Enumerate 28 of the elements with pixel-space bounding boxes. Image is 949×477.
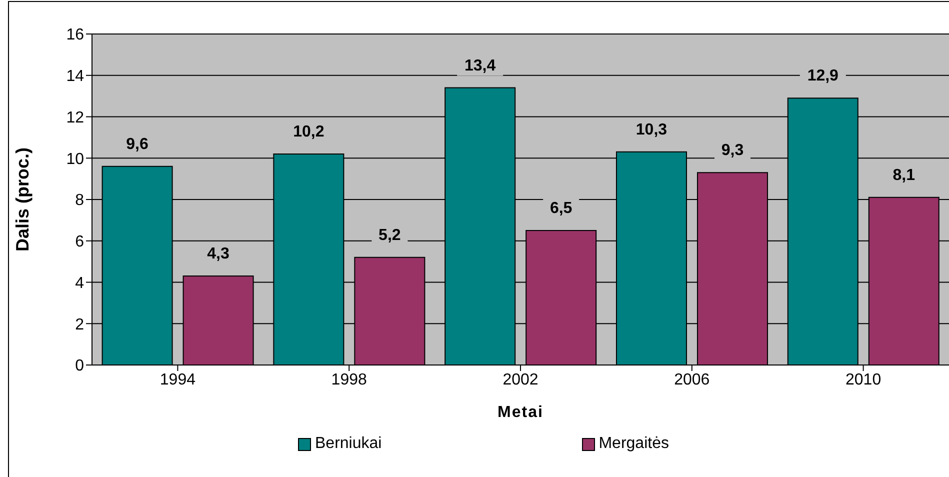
x-tick-label: 1998: [331, 371, 367, 388]
y-axis-title: Dalis (proc.): [12, 147, 32, 252]
y-tick-label: 2: [75, 316, 84, 334]
data-label: 12,9: [807, 68, 839, 85]
y-tick-label: 14: [66, 68, 84, 86]
x-tick-label: 1994: [160, 371, 196, 388]
y-tick-label: 6: [75, 234, 84, 251]
data-label: 6,5: [550, 200, 572, 218]
y-tick-label: 12: [66, 109, 84, 126]
y-tick-label: 10: [66, 150, 84, 168]
x-axis-title: Metai: [498, 404, 544, 421]
y-tick-label: 4: [75, 274, 84, 292]
x-tick-label: 2006: [674, 371, 710, 388]
y-tick-label: 8: [75, 192, 84, 210]
y-tick-label: 0: [75, 358, 84, 375]
y-tick-label: 16: [66, 26, 84, 44]
data-label: 4,3: [207, 246, 230, 263]
data-label: 13,4: [464, 57, 496, 74]
legend-label: Berniukai: [315, 435, 382, 453]
data-label: 9,6: [126, 136, 149, 153]
data-label: 5,2: [378, 226, 401, 244]
x-tick-label: 2002: [502, 371, 538, 388]
data-label: 9,3: [721, 142, 744, 160]
data-label: 10,3: [636, 121, 668, 138]
data-label: 8,1: [892, 166, 916, 184]
x-tick-label: 2010: [846, 371, 882, 388]
data-label: 10,2: [293, 123, 324, 140]
legend-label: Mergaitės: [598, 435, 669, 453]
